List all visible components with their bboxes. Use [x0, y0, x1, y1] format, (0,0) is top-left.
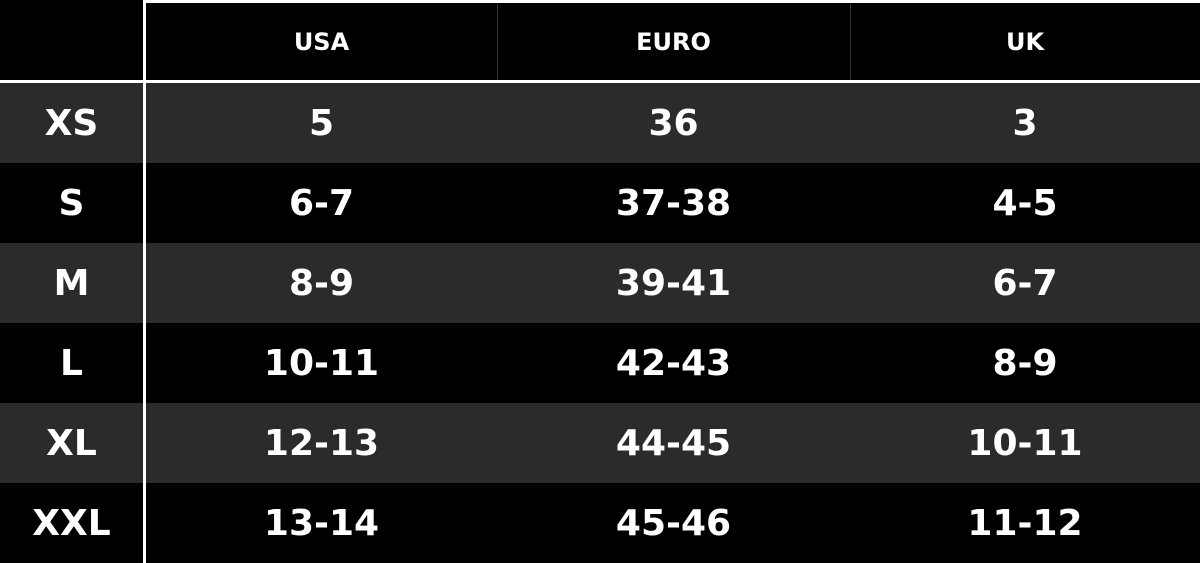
row-background	[0, 243, 1200, 323]
row-background	[0, 163, 1200, 243]
column-header: UK	[1005, 27, 1045, 56]
header-separator	[497, 4, 498, 80]
table-cell: 6-7	[992, 262, 1058, 304]
table-cell: 37-38	[615, 182, 732, 224]
table-cell: 42-43	[615, 342, 732, 384]
table-cell: 4-5	[992, 182, 1058, 224]
header-separator	[850, 4, 851, 80]
column-header: EURO	[636, 27, 711, 56]
table-cell: 10-11	[967, 422, 1083, 464]
row-background	[0, 83, 1200, 163]
row-header: S	[58, 182, 85, 224]
row-background	[0, 483, 1200, 563]
row-header: XXL	[32, 502, 111, 544]
table-cell: 12-13	[263, 422, 380, 464]
table-cell: 11-12	[967, 502, 1083, 544]
column-header: USA	[293, 27, 350, 56]
row-background	[0, 323, 1200, 403]
column-border	[143, 0, 146, 563]
top-border	[143, 0, 1200, 3]
row-header: XL	[46, 422, 97, 464]
table-cell: 44-45	[615, 422, 732, 464]
table-cell: 5	[308, 102, 335, 144]
row-header: XS	[44, 102, 99, 144]
table-cell: 3	[1012, 102, 1038, 144]
table-cell: 39-41	[615, 262, 732, 304]
table-cell: 13-14	[263, 502, 380, 544]
table-cell: 10-11	[263, 342, 380, 384]
row-header: L	[60, 342, 83, 384]
row-header: M	[53, 262, 90, 304]
table-cell: 6-7	[288, 182, 355, 224]
header-border	[0, 80, 1200, 83]
table-cell: 8-9	[288, 262, 355, 304]
table-cell: 45-46	[615, 502, 732, 544]
row-background	[0, 403, 1200, 483]
table-cell: 36	[648, 102, 699, 144]
table-cell: 8-9	[992, 342, 1058, 384]
